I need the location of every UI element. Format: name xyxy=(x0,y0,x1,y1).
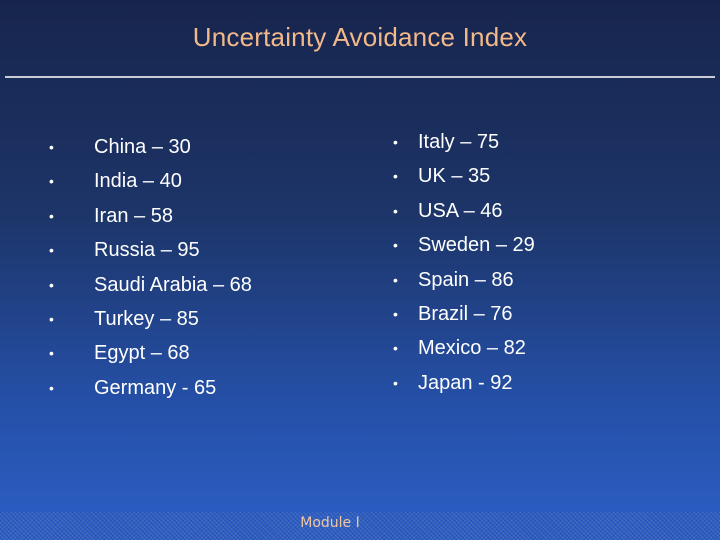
footer-label: Module I xyxy=(300,515,360,531)
list-item: • Iran – 58 xyxy=(49,199,252,233)
list-item-text: China – 30 xyxy=(94,136,191,158)
list-item-text: Germany - 65 xyxy=(94,376,217,399)
list-item-text: Iran – 58 xyxy=(94,204,173,227)
footer-band xyxy=(0,512,720,540)
list-item: • Egypt – 68 xyxy=(49,336,252,370)
list-item: • Brazil – 76 xyxy=(393,297,535,331)
list-item-text: USA – 46 xyxy=(418,199,503,222)
bullet-icon: • xyxy=(393,374,398,391)
list-item: • Japan - 92 xyxy=(393,366,535,400)
list-item-text: Italy – 75 xyxy=(418,131,500,153)
list-item-text: Spain – 86 xyxy=(418,268,514,291)
list-item: • India – 40 xyxy=(49,164,252,198)
bullet-icon: • xyxy=(393,340,398,357)
bullet-icon: • xyxy=(393,237,398,254)
list-item: • Turkey – 85 xyxy=(49,302,252,336)
list-item-text: Brazil – 76 xyxy=(418,302,513,325)
bullet-icon: • xyxy=(393,305,398,322)
title-divider xyxy=(5,76,715,78)
list-item-text: Mexico – 82 xyxy=(418,337,526,360)
list-item-text: India – 40 xyxy=(94,170,182,193)
list-item: • Saudi Arabia – 68 xyxy=(49,268,252,302)
left-bullet-list: • China – 30 • India – 40 • Iran – 58 • Russia … xyxy=(49,130,252,405)
list-item: • UK – 35 xyxy=(393,159,535,193)
list-item: • China – 30 xyxy=(49,130,252,164)
bullet-icon: • xyxy=(49,242,54,259)
bullet-icon: • xyxy=(393,134,398,150)
bullet-icon: • xyxy=(49,345,54,362)
list-item-text: Egypt – 68 xyxy=(94,342,190,365)
list-item-text: Japan - 92 xyxy=(418,371,513,394)
bullet-icon: • xyxy=(393,168,398,185)
list-item: • Mexico – 82 xyxy=(393,331,535,365)
bullet-icon: • xyxy=(393,271,398,288)
list-item-text: Turkey – 85 xyxy=(94,307,199,330)
list-item: • Italy – 75 xyxy=(393,125,535,159)
list-item-text: UK – 35 xyxy=(418,165,491,188)
bullet-icon: • xyxy=(49,173,54,190)
list-item: • Spain – 86 xyxy=(393,263,535,297)
right-bullet-list: • Italy – 75 • UK – 35 • USA – 46 • Sweden – 29… xyxy=(393,125,535,400)
bullet-icon: • xyxy=(49,139,54,155)
list-item-text: Saudi Arabia – 68 xyxy=(94,273,252,296)
list-item-text: Sweden – 29 xyxy=(418,234,535,257)
list-item: • Germany - 65 xyxy=(49,371,252,405)
bullet-icon: • xyxy=(49,207,54,224)
list-item: • Russia – 95 xyxy=(49,233,252,267)
bullet-icon: • xyxy=(49,379,54,396)
list-item-text: Russia – 95 xyxy=(94,239,200,262)
list-item: • USA – 46 xyxy=(393,194,535,228)
list-item: • Sweden – 29 xyxy=(393,228,535,262)
bullet-icon: • xyxy=(49,310,54,327)
slide-title: Uncertainty Avoidance Index xyxy=(192,22,528,52)
bullet-icon: • xyxy=(393,202,398,219)
bullet-icon: • xyxy=(49,276,54,293)
